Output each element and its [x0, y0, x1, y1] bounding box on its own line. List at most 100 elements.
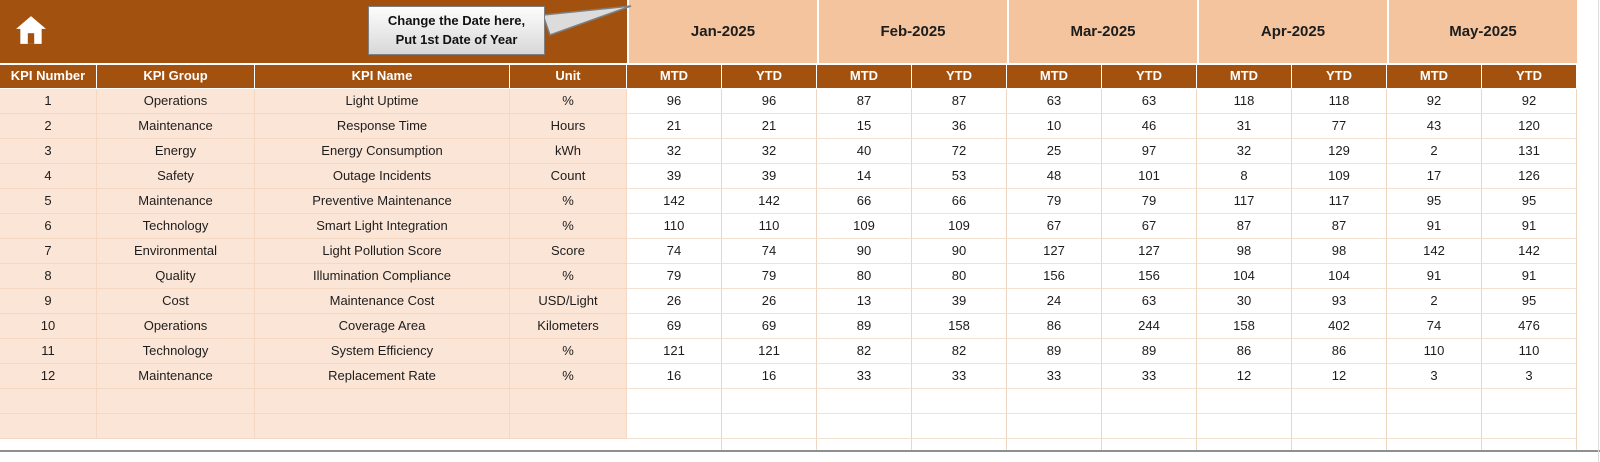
cell-kpi-group[interactable]: Maintenance [97, 364, 255, 389]
cell-ytd-value[interactable]: 79 [1102, 189, 1197, 214]
cell-ytd-value[interactable]: 33 [1102, 364, 1197, 389]
cell-kpi-group[interactable]: Maintenance [97, 114, 255, 139]
cell-mtd-value[interactable]: 32 [1197, 139, 1292, 164]
cell-mtd-value[interactable]: 2 [1387, 289, 1482, 314]
empty-cell[interactable] [97, 389, 255, 414]
cell-mtd-value[interactable]: 12 [1197, 364, 1292, 389]
cell-mtd-value[interactable]: 31 [1197, 114, 1292, 139]
cell-kpi-name[interactable]: Light Pollution Score [255, 239, 510, 264]
cell-ytd-value[interactable]: 82 [912, 339, 1007, 364]
cell-kpi-number[interactable]: 2 [0, 114, 97, 139]
empty-cell[interactable] [627, 414, 722, 439]
cell-mtd-value[interactable]: 21 [627, 114, 722, 139]
cell-kpi-name[interactable]: Coverage Area [255, 314, 510, 339]
cell-mtd-value[interactable]: 91 [1387, 214, 1482, 239]
empty-cell[interactable] [255, 389, 510, 414]
cell-mtd-value[interactable]: 87 [1197, 214, 1292, 239]
cell-kpi-group[interactable]: Cost [97, 289, 255, 314]
empty-cell[interactable] [1482, 414, 1577, 439]
empty-cell[interactable] [97, 414, 255, 439]
cell-mtd-value[interactable]: 39 [627, 164, 722, 189]
cell-unit[interactable]: % [510, 339, 627, 364]
empty-cell[interactable] [912, 414, 1007, 439]
cell-mtd-value[interactable]: 142 [1387, 239, 1482, 264]
cell-ytd-value[interactable]: 33 [912, 364, 1007, 389]
cell-mtd-value[interactable]: 24 [1007, 289, 1102, 314]
cell-kpi-group[interactable]: Technology [97, 214, 255, 239]
cell-ytd-value[interactable]: 104 [1292, 264, 1387, 289]
cell-ytd-value[interactable]: 39 [912, 289, 1007, 314]
cell-kpi-name[interactable]: Smart Light Integration [255, 214, 510, 239]
empty-cell[interactable] [1197, 389, 1292, 414]
cell-mtd-value[interactable]: 33 [1007, 364, 1102, 389]
empty-cell[interactable] [1292, 389, 1387, 414]
cell-kpi-name[interactable]: Energy Consumption [255, 139, 510, 164]
cell-mtd-value[interactable]: 79 [1007, 189, 1102, 214]
empty-cell[interactable] [510, 389, 627, 414]
cell-kpi-number[interactable]: 10 [0, 314, 97, 339]
cell-unit[interactable]: % [510, 214, 627, 239]
cell-mtd-value[interactable]: 142 [627, 189, 722, 214]
empty-cell[interactable] [1387, 414, 1482, 439]
cell-kpi-name[interactable]: Outage Incidents [255, 164, 510, 189]
cell-kpi-number[interactable]: 9 [0, 289, 97, 314]
cell-ytd-value[interactable]: 97 [1102, 139, 1197, 164]
cell-ytd-value[interactable]: 402 [1292, 314, 1387, 339]
cell-ytd-value[interactable]: 109 [1292, 164, 1387, 189]
cell-kpi-name[interactable]: Replacement Rate [255, 364, 510, 389]
cell-mtd-value[interactable]: 156 [1007, 264, 1102, 289]
cell-ytd-value[interactable]: 77 [1292, 114, 1387, 139]
empty-cell[interactable] [1387, 389, 1482, 414]
month-header-cell[interactable]: Mar-2025 [1007, 0, 1197, 63]
cell-kpi-number[interactable]: 7 [0, 239, 97, 264]
cell-ytd-value[interactable]: 126 [1482, 164, 1577, 189]
cell-kpi-group[interactable]: Safety [97, 164, 255, 189]
cell-unit[interactable]: Kilometers [510, 314, 627, 339]
cell-mtd-value[interactable]: 63 [1007, 89, 1102, 114]
cell-mtd-value[interactable]: 89 [817, 314, 912, 339]
cell-mtd-value[interactable]: 80 [817, 264, 912, 289]
cell-ytd-value[interactable]: 110 [722, 214, 817, 239]
cell-kpi-name[interactable]: Illumination Compliance [255, 264, 510, 289]
cell-kpi-number[interactable]: 6 [0, 214, 97, 239]
empty-cell[interactable] [1197, 414, 1292, 439]
cell-ytd-value[interactable]: 87 [912, 89, 1007, 114]
cell-kpi-number[interactable]: 1 [0, 89, 97, 114]
cell-ytd-value[interactable]: 26 [722, 289, 817, 314]
cell-ytd-value[interactable]: 63 [1102, 89, 1197, 114]
cell-mtd-value[interactable]: 16 [627, 364, 722, 389]
cell-mtd-value[interactable]: 2 [1387, 139, 1482, 164]
cell-mtd-value[interactable]: 48 [1007, 164, 1102, 189]
cell-mtd-value[interactable]: 109 [817, 214, 912, 239]
cell-ytd-value[interactable]: 101 [1102, 164, 1197, 189]
cell-ytd-value[interactable]: 80 [912, 264, 1007, 289]
cell-ytd-value[interactable]: 89 [1102, 339, 1197, 364]
cell-ytd-value[interactable]: 87 [1292, 214, 1387, 239]
cell-ytd-value[interactable]: 12 [1292, 364, 1387, 389]
cell-kpi-group[interactable]: Energy [97, 139, 255, 164]
cell-ytd-value[interactable]: 118 [1292, 89, 1387, 114]
month-header-cell[interactable]: Jan-2025 [627, 0, 817, 63]
cell-unit[interactable]: kWh [510, 139, 627, 164]
cell-ytd-value[interactable]: 244 [1102, 314, 1197, 339]
cell-ytd-value[interactable]: 3 [1482, 364, 1577, 389]
empty-cell[interactable] [1482, 389, 1577, 414]
cell-mtd-value[interactable]: 74 [627, 239, 722, 264]
cell-ytd-value[interactable]: 46 [1102, 114, 1197, 139]
cell-ytd-value[interactable]: 476 [1482, 314, 1577, 339]
cell-mtd-value[interactable]: 25 [1007, 139, 1102, 164]
cell-ytd-value[interactable]: 67 [1102, 214, 1197, 239]
empty-cell[interactable] [1292, 414, 1387, 439]
empty-cell[interactable] [255, 414, 510, 439]
cell-mtd-value[interactable]: 10 [1007, 114, 1102, 139]
cell-mtd-value[interactable]: 32 [627, 139, 722, 164]
empty-cell[interactable] [0, 414, 97, 439]
empty-cell[interactable] [817, 414, 912, 439]
cell-mtd-value[interactable]: 40 [817, 139, 912, 164]
cell-ytd-value[interactable]: 110 [1482, 339, 1577, 364]
cell-mtd-value[interactable]: 110 [627, 214, 722, 239]
cell-ytd-value[interactable]: 98 [1292, 239, 1387, 264]
cell-mtd-value[interactable]: 158 [1197, 314, 1292, 339]
cell-kpi-name[interactable]: System Efficiency [255, 339, 510, 364]
cell-kpi-number[interactable]: 11 [0, 339, 97, 364]
